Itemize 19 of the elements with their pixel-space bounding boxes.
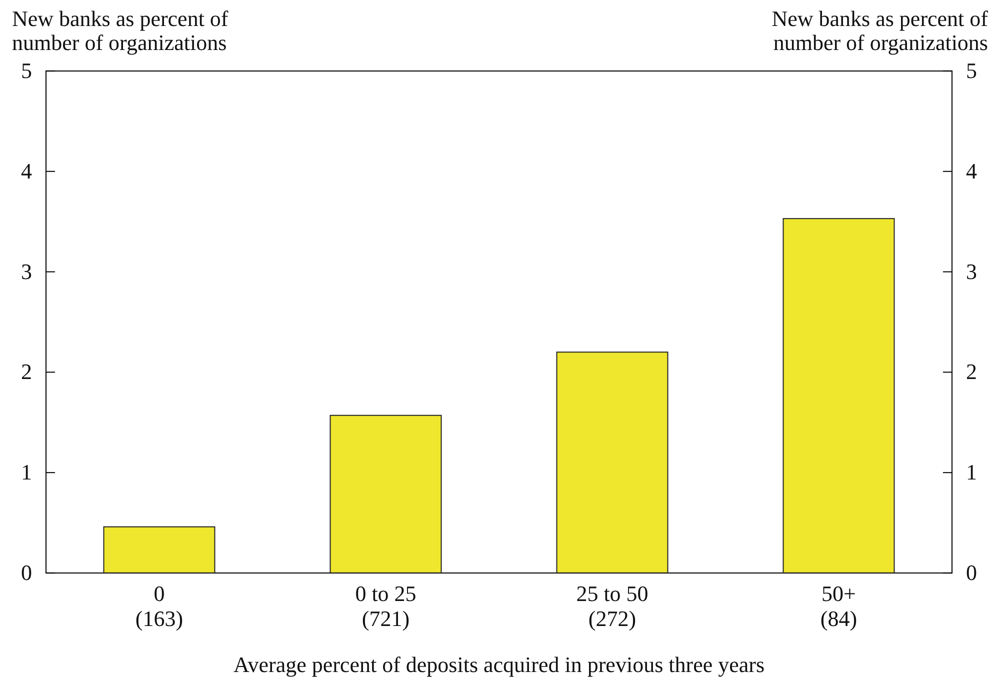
y2-axis-title: New banks as percent of number of organizations — [772, 6, 989, 55]
y-tick-label: 5 — [21, 58, 32, 84]
y2-tick-label: 4 — [966, 158, 977, 184]
y2-tick-label: 2 — [966, 359, 977, 384]
y-tick-label: 3 — [21, 258, 32, 284]
x-tick-label: 50+ (84) — [820, 581, 858, 631]
y-tick-label: 1 — [21, 460, 32, 485]
x-axis-title: Average percent of deposits acquired in previous three years — [233, 652, 765, 677]
y-axis-title: New banks as percent of number of organizations — [12, 6, 229, 55]
y-tick-label: 0 — [21, 560, 32, 586]
x-tick-label: 0 to 25 (721) — [355, 581, 416, 631]
y2-tick-label: 3 — [966, 258, 977, 284]
y2-tick-label: 1 — [966, 460, 977, 485]
x-tick-label: 0 (163) — [135, 581, 184, 631]
x-tick-label: 25 to 50 (272) — [576, 581, 648, 631]
y2-tick-label: 0 — [966, 560, 977, 586]
y-tick-label: 4 — [21, 158, 32, 184]
y-tick-label: 2 — [21, 359, 32, 384]
y2-tick-label: 5 — [966, 58, 977, 84]
